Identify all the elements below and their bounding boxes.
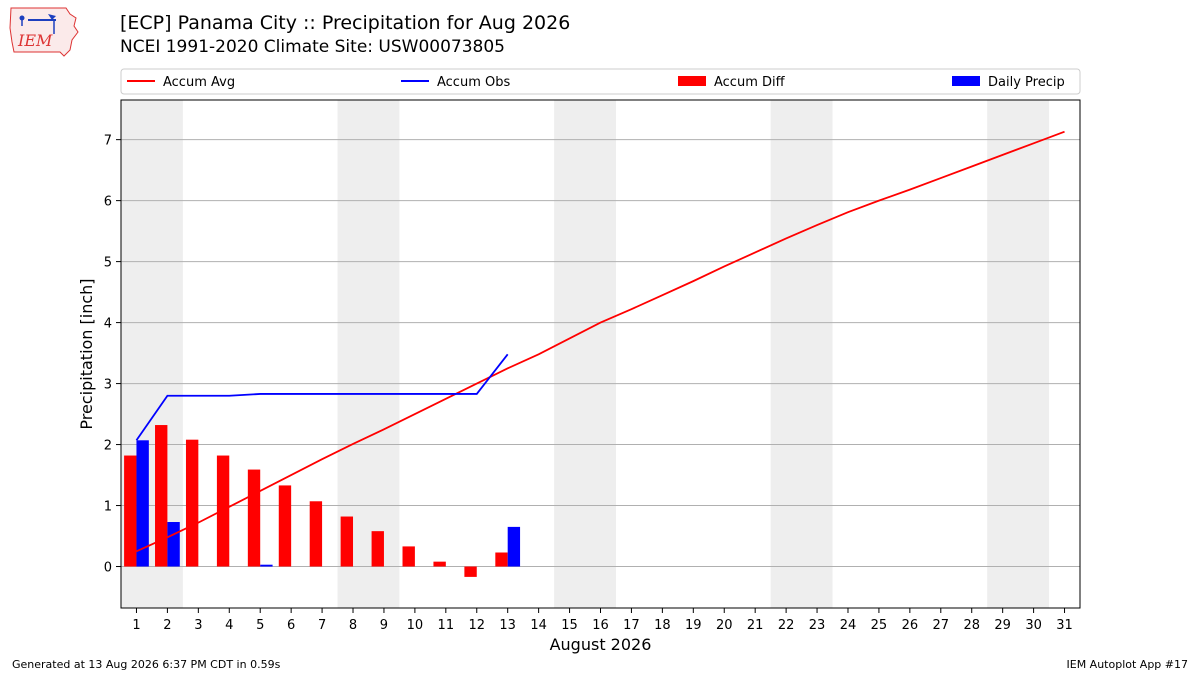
x-tick-label: 8 xyxy=(349,618,357,633)
x-tick-label: 24 xyxy=(840,618,857,633)
y-tick-label: 0 xyxy=(104,561,112,576)
svg-text:IEM: IEM xyxy=(17,31,53,50)
y-tick-label: 4 xyxy=(104,317,112,332)
x-tick-label: 3 xyxy=(194,618,202,633)
y-axis-label: Precipitation [inch] xyxy=(77,278,96,429)
daily-precip-bar xyxy=(167,522,180,567)
daily-precip-bar xyxy=(260,564,273,567)
legend-bar-swatch xyxy=(678,76,706,86)
x-tick-label: 15 xyxy=(561,618,578,633)
x-tick-label: 16 xyxy=(592,618,609,633)
x-tick-label: 6 xyxy=(287,618,295,633)
chart-title: [ECP] Panama City :: Precipitation for A… xyxy=(120,12,571,34)
accum-diff-bar xyxy=(433,561,446,567)
legend-label: Daily Precip xyxy=(988,75,1065,90)
x-tick-label: 25 xyxy=(871,618,888,633)
accum-diff-bar xyxy=(124,455,137,567)
accum-diff-bar xyxy=(278,485,292,567)
x-tick-label: 1 xyxy=(132,618,140,633)
y-tick-label: 2 xyxy=(104,439,112,454)
x-tick-label: 5 xyxy=(256,618,264,633)
x-tick-label: 31 xyxy=(1056,618,1073,633)
accum-diff-bar xyxy=(155,425,168,567)
legend-box xyxy=(120,68,1081,95)
accum-diff-bar xyxy=(464,566,477,577)
x-tick-label: 10 xyxy=(407,618,424,633)
accum-diff-bar xyxy=(371,531,384,567)
line-layer xyxy=(135,130,1065,553)
x-tick-label: 20 xyxy=(716,618,733,633)
legend: Accum Avg Accum Obs Accum Diff Daily Precip xyxy=(120,68,1081,95)
x-tick-label: 29 xyxy=(994,618,1011,633)
generated-note: Generated at 13 Aug 2026 6:37 PM CDT in … xyxy=(12,658,281,671)
x-tick-label: 27 xyxy=(933,618,950,633)
accum-diff-bar xyxy=(309,501,323,567)
x-tick-label: 30 xyxy=(1025,618,1042,633)
weekend-band xyxy=(987,100,1050,608)
daily-precip-bar xyxy=(136,440,149,567)
x-tick-label: 7 xyxy=(318,618,326,633)
x-tick-label: 9 xyxy=(380,618,388,633)
x-tick-label: 28 xyxy=(963,618,980,633)
x-tick-label: 11 xyxy=(438,618,455,633)
x-tick-label: 18 xyxy=(654,618,671,633)
x-tick-label: 23 xyxy=(809,618,826,633)
accum-diff-bar xyxy=(216,455,230,567)
x-tick-label: 13 xyxy=(499,618,516,633)
daily-precip-bar xyxy=(507,526,521,567)
y-tick-label: 6 xyxy=(104,195,112,210)
legend-label: Accum Avg xyxy=(163,75,235,90)
accum-avg-line xyxy=(136,130,1065,553)
y-tick-label: 7 xyxy=(104,134,112,149)
x-tick-label: 12 xyxy=(468,618,485,633)
x-tick-label: 26 xyxy=(902,618,919,633)
x-tick-label: 21 xyxy=(747,618,764,633)
x-tick-label: 17 xyxy=(623,618,640,633)
accum-diff-bar xyxy=(340,516,354,567)
y-tick-label: 5 xyxy=(104,256,112,271)
x-tick-label: 14 xyxy=(530,618,547,633)
x-tick-label: 22 xyxy=(778,618,795,633)
x-tick-label: 2 xyxy=(163,618,171,633)
weekend-band xyxy=(770,100,833,608)
bar-layer xyxy=(124,425,521,577)
legend-bar-swatch xyxy=(952,76,980,86)
accum-obs-line xyxy=(135,353,509,441)
weekend-band xyxy=(554,100,616,608)
accum-diff-bar xyxy=(247,469,261,567)
chart-subtitle: NCEI 1991-2020 Climate Site: USW00073805 xyxy=(120,37,505,57)
accum-diff-bar xyxy=(402,546,415,567)
weekend-bands xyxy=(121,100,1050,608)
y-axis-ticks: 0 1 2 3 4 5 6 7 xyxy=(104,134,121,576)
x-tick-label: 4 xyxy=(225,618,233,633)
x-axis-label: August 2026 xyxy=(550,635,652,654)
iem-logo: IEM xyxy=(9,7,79,57)
app-note: IEM Autoplot App #17 xyxy=(1066,658,1189,671)
accum-diff-bar xyxy=(495,552,508,567)
x-axis-ticks: 1 2 3 4 5 6 7 8 9 10 11 12 13 14 15 16 17 18 19 20 21 22 23 24 2… xyxy=(132,608,1073,633)
legend-label: Accum Obs xyxy=(437,75,510,90)
y-tick-label: 3 xyxy=(104,378,112,393)
x-tick-label: 19 xyxy=(685,618,702,633)
legend-label: Accum Diff xyxy=(714,75,786,90)
y-tick-label: 1 xyxy=(104,500,112,515)
accum-diff-bar xyxy=(185,439,199,567)
